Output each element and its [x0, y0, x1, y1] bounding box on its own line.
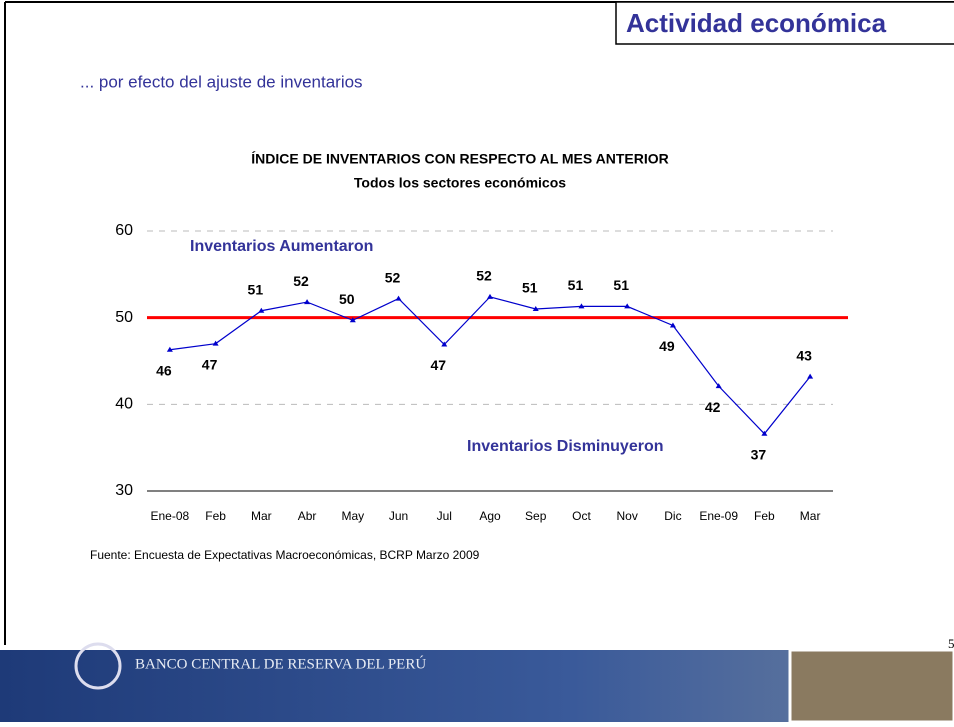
title-box — [615, 1, 954, 45]
y-tick-label: 30 — [115, 482, 133, 499]
data-label: 52 — [476, 268, 492, 284]
x-tick-label: Ene-08 — [151, 509, 190, 523]
chart-subtitle: Todos los sectores económicos — [354, 175, 566, 191]
marker — [395, 295, 402, 301]
marker — [212, 340, 219, 346]
x-tick-label: Feb — [754, 509, 775, 523]
y-tick-label: 40 — [115, 396, 133, 413]
x-tick-label: May — [341, 509, 364, 523]
x-tick-label: Mar — [251, 509, 272, 523]
data-label: 42 — [705, 399, 721, 415]
marker — [532, 306, 539, 311]
y-tick-label: 60 — [115, 222, 133, 239]
data-label: 51 — [522, 280, 538, 296]
data-label: 43 — [796, 347, 812, 363]
marker — [807, 373, 814, 379]
data-label: 51 — [613, 277, 629, 293]
x-tick-label: Jun — [389, 509, 408, 523]
marker — [715, 383, 722, 389]
data-label: 52 — [293, 273, 309, 289]
data-label: 37 — [751, 447, 767, 463]
x-tick-label: Abr — [298, 509, 317, 523]
x-tick-label: Ene-09 — [699, 509, 738, 523]
source: Fuente: Encuesta de Expectativas Macroec… — [90, 548, 480, 562]
marker — [349, 317, 356, 323]
marker — [578, 303, 585, 309]
marker — [487, 293, 493, 299]
x-tick-label: Ago — [479, 509, 501, 523]
x-tick-label: Oct — [572, 509, 591, 523]
data-label: 51 — [248, 281, 264, 297]
x-tick-label: Jul — [437, 509, 452, 523]
x-tick-label: Nov — [617, 509, 638, 523]
marker — [761, 430, 768, 436]
footer-photo — [788, 648, 954, 724]
marker — [166, 346, 173, 352]
data-label: 50 — [339, 291, 355, 307]
data-label: 49 — [659, 338, 675, 354]
logo — [74, 642, 122, 690]
annotation: Inventarios Aumentaron — [190, 238, 373, 255]
slide-title: Actividad económica — [626, 8, 887, 38]
data-label: 46 — [156, 362, 172, 378]
marker — [624, 303, 631, 309]
data-label: 52 — [385, 269, 401, 285]
marker — [669, 322, 676, 328]
data-label: 47 — [202, 356, 218, 372]
slide-subtitle: ... por efecto del ajuste de inventarios — [80, 72, 363, 91]
chart-title: ÍNDICE DE INVENTARIOS CON RESPECTO AL ME… — [251, 151, 668, 167]
x-tick-label: Dic — [664, 509, 681, 523]
data-label: 51 — [568, 277, 584, 293]
marker — [304, 299, 311, 305]
data-label: 47 — [430, 357, 446, 373]
page-number: 5 — [948, 636, 954, 651]
x-tick-label: Feb — [205, 509, 226, 523]
annotation: Inventarios Disminuyeron — [467, 438, 664, 455]
x-tick-label: Mar — [800, 509, 821, 523]
y-tick-label: 50 — [115, 309, 133, 326]
x-tick-label: Sep — [525, 509, 547, 523]
marker — [258, 307, 265, 313]
marker — [441, 341, 448, 347]
footer-text: BANCO CENTRAL DE RESERVA DEL PERÚ — [135, 655, 426, 672]
